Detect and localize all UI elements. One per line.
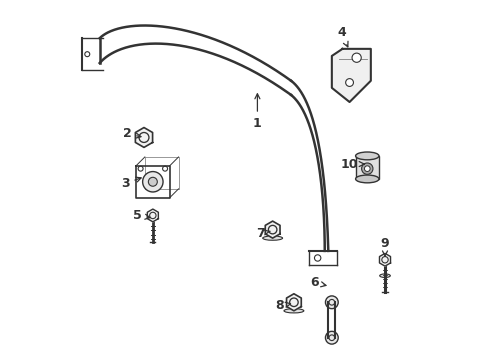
Ellipse shape [356,152,379,160]
Circle shape [365,166,370,171]
Polygon shape [147,209,158,222]
Ellipse shape [284,309,304,313]
Text: 9: 9 [381,237,390,256]
Polygon shape [265,221,280,238]
Text: 6: 6 [310,276,326,289]
Text: 2: 2 [122,127,141,140]
Text: 1: 1 [253,94,262,130]
Polygon shape [332,49,371,102]
Polygon shape [379,253,391,266]
Text: 7: 7 [256,227,270,240]
Ellipse shape [356,175,379,183]
Text: 10: 10 [340,158,364,171]
Circle shape [362,163,373,174]
Circle shape [143,172,163,192]
Circle shape [148,177,157,186]
Text: 8: 8 [275,299,291,312]
Polygon shape [287,294,301,311]
Text: 3: 3 [121,177,141,190]
Circle shape [325,331,338,344]
Circle shape [345,78,353,86]
Text: 5: 5 [133,209,150,222]
Text: 4: 4 [337,26,348,47]
Circle shape [325,296,338,309]
Ellipse shape [263,236,283,240]
Bar [356,156,379,179]
Circle shape [352,53,361,62]
Polygon shape [135,127,152,147]
Ellipse shape [380,274,391,278]
